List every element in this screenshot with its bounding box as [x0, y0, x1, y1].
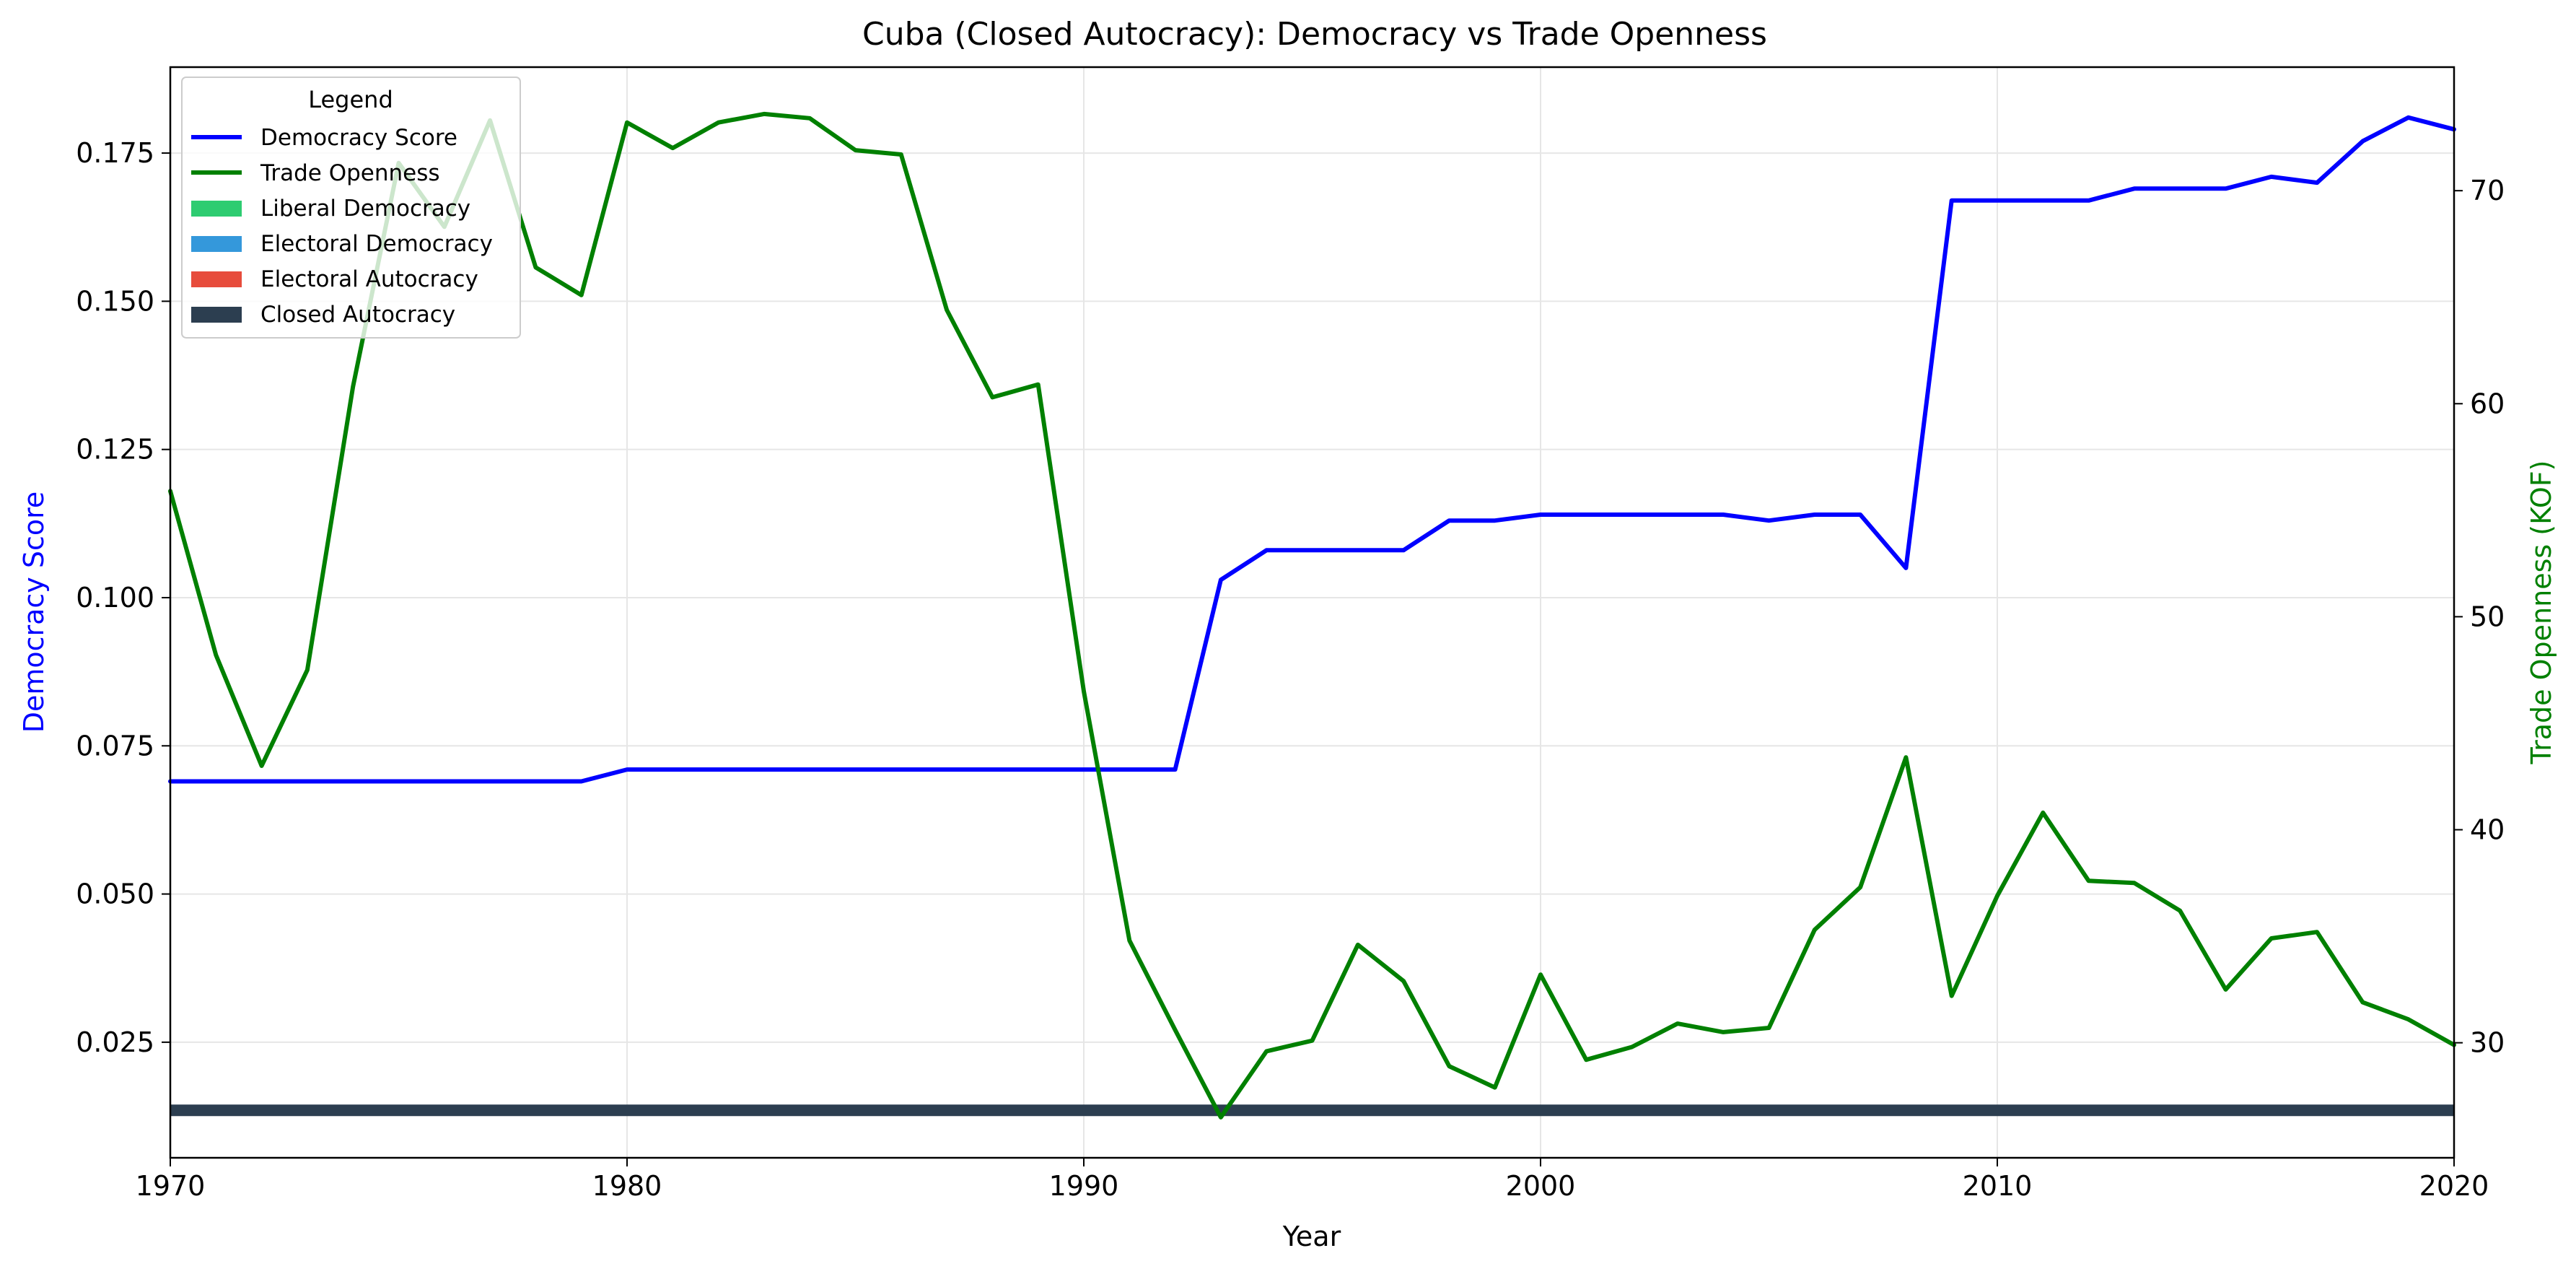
democracy-score-line [168, 115, 2456, 784]
left-y-tick-label: 0.075 [76, 730, 154, 762]
x-tick-label: 1980 [592, 1170, 662, 1202]
grid [170, 67, 2455, 1158]
left-y-tick-label: 0.100 [76, 582, 154, 614]
electoral-democracy-legend-swatch [191, 236, 242, 252]
x-tick-label: 2010 [1963, 1170, 2033, 1202]
electoral-autocracy-legend-swatch [191, 271, 242, 287]
democracy-score-legend-label: Democracy Score [260, 125, 457, 151]
x-tick-label: 1990 [1049, 1170, 1119, 1202]
left-y-axis-label: Democracy Score [18, 492, 50, 733]
right-y-tick-label: 40 [2470, 814, 2505, 846]
x-tick-label: 2000 [1506, 1170, 1576, 1202]
left-y-axis: 0.025 0.050 0.075 0.100 0.125 0.150 0.175 [76, 137, 170, 1058]
legend: Legend Democracy Score Trade Openness Libe… [181, 77, 521, 339]
left-y-tick-label: 0.025 [76, 1026, 154, 1058]
trade-openness-line [168, 111, 2456, 1120]
legend-title: Legend [308, 86, 393, 113]
left-y-tick-label: 0.050 [76, 878, 154, 910]
series-layer [168, 111, 2456, 1120]
liberal-democracy-legend-label: Liberal Democracy [260, 196, 470, 222]
legend-entries: Democracy Score Trade Openness Liberal Dem… [191, 125, 493, 328]
trade-openness-legend-label: Trade Openness [260, 160, 440, 186]
electoral-democracy-legend-label: Electoral Democracy [260, 231, 493, 257]
left-y-tick-label: 0.150 [76, 285, 154, 317]
electoral-autocracy-legend-label: Electoral Autocracy [260, 266, 478, 292]
right-y-axis: 30 40 50 60 70 [2454, 175, 2505, 1059]
x-axis: 1970 1980 1990 2000 2010 2020 [136, 1158, 2489, 1202]
right-y-tick-label: 60 [2470, 388, 2505, 419]
liberal-democracy-legend-swatch [191, 201, 242, 217]
right-y-tick-label: 70 [2470, 175, 2505, 206]
plot-frame [169, 66, 2455, 1159]
left-y-tick-label: 0.175 [76, 137, 154, 169]
x-axis-label: Year [1282, 1221, 1341, 1252]
closed-autocracy-legend-label: Closed Autocracy [260, 302, 455, 328]
right-y-tick-label: 30 [2470, 1027, 2505, 1059]
x-tick-label: 1970 [136, 1170, 206, 1202]
closed-autocracy-legend-swatch [191, 307, 242, 323]
x-tick-label: 2020 [2419, 1170, 2489, 1202]
chart-title: Cuba (Closed Autocracy): Democracy vs Tr… [862, 16, 1767, 53]
left-y-tick-label: 0.125 [76, 434, 154, 466]
right-y-axis-label: Trade Openness (KOF) [2525, 460, 2557, 764]
legend-box [181, 77, 521, 339]
right-y-tick-label: 50 [2470, 601, 2505, 632]
